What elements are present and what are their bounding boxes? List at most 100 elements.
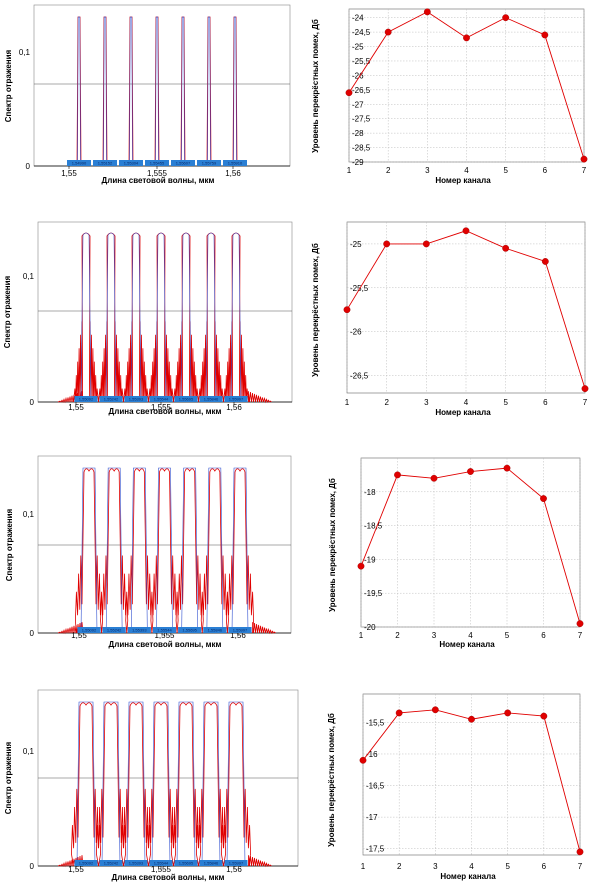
x-tick-label: 2 [384,398,389,407]
y-tick-label: 0,1 [23,747,35,756]
y-tick-label: 0,1 [23,272,35,281]
y-tick-label: -18,5 [364,522,383,531]
x-tick-label: 5 [503,398,508,407]
x-tick-label: 7 [578,862,583,871]
wavelength-marker-3 [124,860,148,866]
data-point-channel-5 [504,709,512,717]
x-tick-label: 1,56 [226,403,242,412]
x-tick-label: 1 [347,166,352,175]
data-point-channel-2 [384,28,392,36]
x-axis-label: Номер канала [439,640,495,649]
x-tick-label: 1,555 [154,631,175,640]
data-point-channel-1 [345,89,353,97]
y-axis-label: Спектр отражения [5,508,14,581]
x-axis-label: Номер канала [440,872,496,881]
wavelength-marker-label: 1,55695 [179,397,194,402]
ideal-spectrum-series [76,701,246,867]
x-tick-label: 3 [432,631,437,640]
data-point-channel-4 [467,468,474,475]
wavelength-marker-label: 1,55846 [204,861,219,866]
data-point-channel-2 [395,709,403,717]
y-tick-label: -18 [364,488,376,497]
wavelength-marker-4 [152,627,177,633]
y-tick-label: 0 [30,629,35,638]
y-tick-label: -28 [352,129,364,138]
y-tick-label: -25,5 [350,284,369,293]
wavelength-marker-5 [174,396,198,402]
x-tick-label: 1 [345,398,350,407]
x-tick-label: 4 [464,166,469,175]
ideal-spectrum-series [77,16,237,167]
y-tick-label: -25,5 [352,57,371,66]
data-point-channel-7 [576,848,584,856]
wavelength-marker-7 [223,160,247,166]
y-tick-label: -26,5 [352,86,371,95]
data-point-channel-1 [357,562,365,570]
y-tick-label: -26,5 [350,371,369,380]
x-tick-label: 1,55 [61,169,77,178]
wavelength-marker-label: 1,55242 [107,628,122,633]
wavelength-marker-7 [224,396,248,402]
wavelength-marker-4 [149,396,173,402]
wavelength-marker-5 [171,160,195,166]
y-tick-label: 0,1 [19,48,31,57]
data-point-channel-4 [462,227,470,235]
wavelength-marker-5 [178,627,202,633]
y-tick-label: -28,5 [352,144,371,153]
wavelength-marker-label: 1,55759 [202,161,217,166]
wavelength-marker-label: 1,55393 [132,628,147,633]
x-axis-label: Номер канала [435,176,491,185]
data-point-channel-2 [394,471,401,479]
data-point-channel-5 [502,244,510,252]
x-tick-label: 7 [583,398,588,407]
wavelength-marker-label: 1,55092 [79,861,94,866]
y-tick-label: -16 [366,750,378,759]
x-tick-label: 1,555 [147,169,168,178]
data-point-channel-6 [541,258,549,265]
wavelength-marker-label: 1,55997 [229,861,244,866]
y-tick-label: -17,5 [366,845,385,854]
x-axis-label: Длина световой волны, мкм [109,640,222,649]
y-tick-label: -16,5 [366,782,385,791]
wavelength-marker-label: 1,54990 [72,161,87,166]
x-tick-label: 5 [505,631,510,640]
x-tick-label: 6 [541,631,546,640]
data-point-channel-6 [540,495,547,502]
spectrum-panel-3: 0,1 0 1,55 1,555 1,56 Длина световой волны, м… [5,455,292,649]
y-tick-label: -24 [352,14,364,23]
y-tick-label: -29 [352,158,364,167]
wavelength-marker-7 [224,860,248,866]
wavelength-marker-label: 1,55393 [129,861,144,866]
wavelength-marker-label: 1,55607 [176,161,191,166]
y-tick-label: 0 [30,862,35,871]
wavelength-marker-2 [102,627,126,633]
wavelength-marker-1 [74,396,98,402]
y-tick-label: -25 [350,240,362,249]
y-axis-label: Спектр отражения [4,741,13,814]
x-tick-label: 4 [464,398,469,407]
data-point-channel-7 [576,620,584,628]
wavelength-marker-1 [67,160,91,166]
x-tick-label: 1,55 [68,865,84,874]
y-tick-label: -19 [364,555,376,564]
data-point-channel-6 [541,31,549,39]
x-axis-label: Длина световой волны, мкм [109,407,222,416]
wavelength-marker-2 [99,860,123,866]
y-tick-label: -24,5 [352,28,371,37]
plot-frame [33,4,291,167]
x-tick-label: 7 [582,166,587,175]
wavelength-marker-label: 1,55092 [82,628,97,633]
data-point-channel-3 [431,706,439,714]
data-point-channel-3 [422,240,430,248]
data-point-channel-1 [343,306,351,314]
data-point-channel-1 [359,756,367,764]
y-tick-label: -15,5 [366,718,385,727]
y-tick-label: 0 [30,398,35,407]
data-point-channel-3 [423,8,431,16]
y-axis-label: Уровень перекрёстных помех, Дб [328,478,337,612]
data-point-channel-2 [383,240,391,248]
wavelength-marker-label: 1,55544 [154,861,169,866]
x-tick-label: 2 [397,862,402,871]
x-tick-label: 6 [543,398,548,407]
data-point-channel-6 [540,712,548,720]
